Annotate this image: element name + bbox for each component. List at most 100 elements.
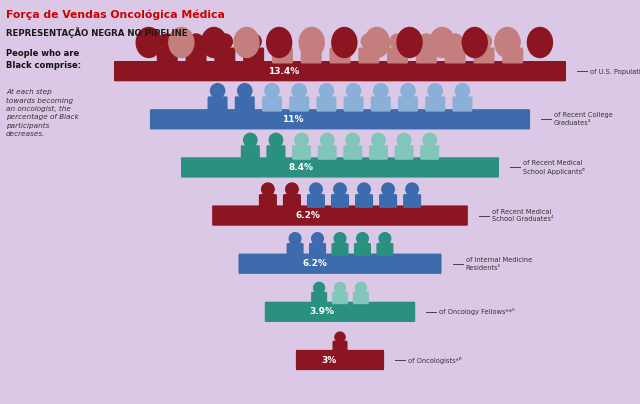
FancyBboxPatch shape [214, 48, 236, 63]
FancyBboxPatch shape [186, 48, 207, 63]
Circle shape [292, 84, 307, 98]
Text: REPRESENTAÇÃO NEGRA NO PIPELINE: REPRESENTAÇÃO NEGRA NO PIPELINE [6, 27, 188, 38]
Ellipse shape [462, 27, 487, 57]
Text: 11%: 11% [282, 115, 303, 124]
FancyBboxPatch shape [355, 194, 373, 208]
FancyBboxPatch shape [344, 96, 364, 112]
Circle shape [419, 34, 434, 49]
Ellipse shape [202, 27, 227, 57]
Ellipse shape [267, 27, 292, 57]
Circle shape [265, 84, 279, 98]
Circle shape [356, 233, 368, 244]
Circle shape [374, 84, 388, 98]
Ellipse shape [169, 27, 194, 57]
Circle shape [333, 183, 346, 196]
FancyBboxPatch shape [502, 48, 524, 63]
FancyBboxPatch shape [241, 145, 260, 160]
Ellipse shape [332, 27, 357, 57]
Circle shape [246, 34, 261, 49]
FancyBboxPatch shape [150, 109, 530, 129]
Text: People who are
Black comprise:: People who are Black comprise: [6, 49, 81, 70]
FancyBboxPatch shape [301, 48, 322, 63]
Ellipse shape [397, 27, 422, 57]
Circle shape [346, 84, 361, 98]
FancyBboxPatch shape [358, 48, 380, 63]
FancyBboxPatch shape [311, 292, 327, 304]
Ellipse shape [527, 27, 552, 57]
Circle shape [314, 282, 324, 293]
FancyBboxPatch shape [287, 243, 303, 256]
FancyBboxPatch shape [289, 96, 309, 112]
Text: of U.S. Population²: of U.S. Population² [590, 67, 640, 75]
Circle shape [406, 183, 419, 196]
Circle shape [423, 133, 436, 147]
Circle shape [505, 34, 520, 49]
Circle shape [319, 84, 333, 98]
Circle shape [295, 133, 308, 147]
Ellipse shape [136, 27, 161, 57]
FancyBboxPatch shape [376, 243, 394, 256]
Circle shape [289, 233, 301, 244]
FancyBboxPatch shape [212, 205, 468, 226]
FancyBboxPatch shape [394, 145, 413, 160]
FancyBboxPatch shape [262, 96, 282, 112]
FancyBboxPatch shape [239, 254, 442, 274]
Circle shape [397, 133, 411, 147]
FancyBboxPatch shape [369, 145, 388, 160]
Text: 8.4%: 8.4% [288, 163, 313, 172]
Circle shape [335, 282, 346, 293]
FancyBboxPatch shape [452, 96, 472, 112]
FancyBboxPatch shape [265, 302, 415, 322]
Circle shape [447, 34, 463, 49]
FancyBboxPatch shape [307, 194, 325, 208]
Text: At each step
towards becoming
an oncologist, the
percentage of Black
participant: At each step towards becoming an oncolog… [6, 89, 79, 137]
FancyBboxPatch shape [387, 48, 408, 63]
Circle shape [262, 183, 274, 196]
Ellipse shape [300, 27, 324, 57]
Text: of Oncologists*⁶: of Oncologists*⁶ [408, 356, 461, 364]
FancyBboxPatch shape [330, 48, 351, 63]
Text: 3.9%: 3.9% [309, 307, 334, 316]
FancyBboxPatch shape [354, 243, 371, 256]
Circle shape [333, 34, 348, 49]
FancyBboxPatch shape [157, 48, 178, 63]
Ellipse shape [429, 27, 454, 57]
Text: of Internal Medicine
Residents⁵: of Internal Medicine Residents⁵ [465, 257, 532, 271]
FancyBboxPatch shape [403, 194, 421, 208]
Circle shape [160, 34, 175, 49]
FancyBboxPatch shape [343, 145, 362, 160]
Circle shape [310, 183, 322, 196]
Circle shape [237, 84, 252, 98]
Circle shape [312, 233, 323, 244]
FancyBboxPatch shape [207, 96, 228, 112]
Text: 6.2%: 6.2% [296, 211, 321, 220]
FancyBboxPatch shape [416, 48, 437, 63]
FancyBboxPatch shape [243, 48, 264, 63]
Circle shape [382, 183, 394, 196]
Ellipse shape [495, 27, 520, 57]
Circle shape [189, 34, 204, 49]
FancyBboxPatch shape [317, 145, 337, 160]
Ellipse shape [234, 27, 259, 57]
Circle shape [346, 133, 360, 147]
Circle shape [401, 84, 415, 98]
Circle shape [304, 34, 319, 49]
FancyBboxPatch shape [316, 96, 337, 112]
FancyBboxPatch shape [474, 48, 495, 63]
FancyBboxPatch shape [332, 243, 349, 256]
Circle shape [476, 34, 492, 49]
Circle shape [355, 282, 366, 293]
Circle shape [372, 133, 385, 147]
FancyBboxPatch shape [292, 145, 311, 160]
Circle shape [244, 133, 257, 147]
FancyBboxPatch shape [332, 341, 348, 352]
Circle shape [269, 133, 283, 147]
FancyBboxPatch shape [283, 194, 301, 208]
Circle shape [379, 233, 391, 244]
FancyBboxPatch shape [114, 61, 566, 81]
FancyBboxPatch shape [235, 96, 255, 112]
FancyBboxPatch shape [296, 350, 384, 370]
Circle shape [334, 233, 346, 244]
Text: Força de Vendas Oncológica Médica: Força de Vendas Oncológica Médica [6, 9, 225, 19]
FancyBboxPatch shape [332, 292, 348, 304]
